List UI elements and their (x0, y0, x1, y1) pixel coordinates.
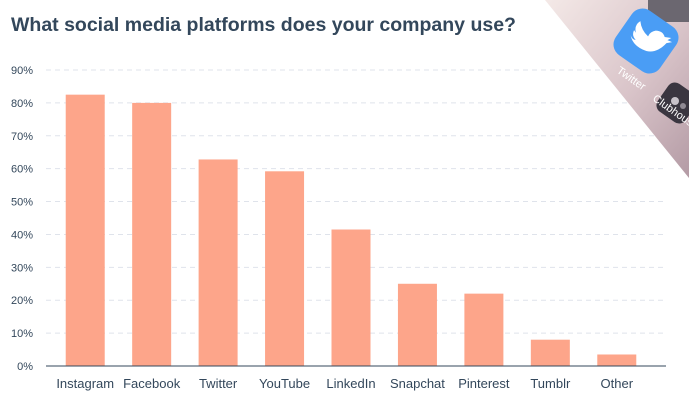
y-axis-ticks: 0% 10% 20% 30% 40% 50% 60% 70% 80% 90% (11, 65, 33, 373)
x-tick-label: Twitter (199, 376, 238, 391)
y-tick-label: 70% (11, 131, 33, 143)
y-tick-label: 30% (11, 262, 33, 274)
bar-pinterest (464, 293, 504, 366)
y-tick-label: 60% (11, 164, 33, 176)
x-tick-label: YouTube (259, 376, 310, 391)
x-tick-label: Tumblr (530, 376, 571, 391)
bar-instagram (65, 94, 105, 367)
y-tick-label: 40% (11, 229, 33, 241)
twitter-bird-icon (630, 21, 673, 52)
x-tick-label: Pinterest (458, 376, 510, 391)
x-tick-label: LinkedIn (326, 376, 375, 391)
y-tick-label: 10% (11, 328, 33, 340)
phone-top-bar (648, 0, 689, 22)
bar-other (597, 354, 637, 366)
x-tick-label: Facebook (123, 376, 181, 391)
bar-facebook (132, 102, 172, 366)
bar-youtube (265, 171, 305, 366)
twitter-app-icon (613, 8, 679, 74)
x-tick-label: Snapchat (390, 376, 445, 391)
clubhouse-app-icon (656, 82, 689, 124)
x-tick-label: Other (601, 376, 634, 391)
y-tick-label: 50% (11, 197, 33, 209)
y-tick-label: 90% (11, 65, 33, 77)
x-tick-label: Instagram (56, 376, 114, 391)
bar-twitter (198, 159, 238, 366)
y-tick-label: 0% (17, 361, 33, 373)
bar-tumblr (530, 339, 570, 366)
bars (65, 94, 637, 367)
y-tick-label: 20% (11, 295, 33, 307)
x-axis-labels: Instagram Facebook Twitter YouTube LinkedIn S… (56, 376, 633, 391)
bar-snapchat (397, 283, 437, 366)
bar-linkedin (331, 229, 371, 366)
chart-title: What social media platforms does your co… (11, 14, 516, 36)
y-tick-label: 80% (11, 98, 33, 110)
